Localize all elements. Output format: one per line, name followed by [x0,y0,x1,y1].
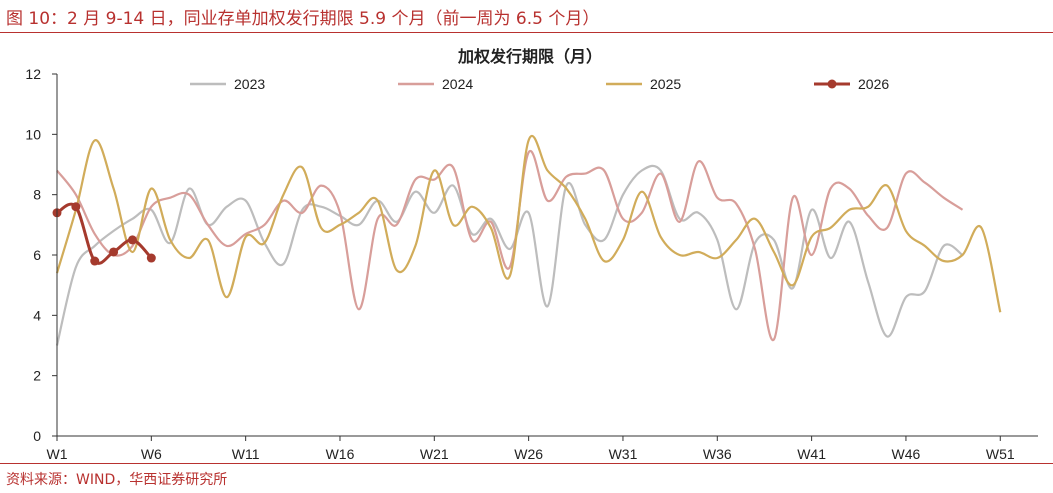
chart-legend: 2023 2024 2025 2026 [190,76,889,92]
axes-layer: 0 2 4 6 8 10 12 W1 W6 W11 W16 W21 W26 W31 W36 W41 W46 W51 [25,66,1038,462]
y-tick-label: 12 [25,66,41,82]
legend-label-2024: 2024 [442,76,473,92]
data-point-2026 [146,253,156,263]
x-tick-label: W6 [141,446,162,462]
legend-marker-2026 [827,79,837,89]
chart-title: 加权发行期限（月） [457,47,602,66]
legend-label-2025: 2025 [650,76,681,92]
x-tick-label: W26 [514,446,543,462]
x-tick-label: W16 [326,446,355,462]
legend-label-2026: 2026 [858,76,889,92]
y-tick-label: 8 [33,187,41,203]
legend-label-2023: 2023 [234,76,265,92]
bottom-divider [0,463,1053,464]
x-tick-label: W36 [703,446,732,462]
line-chart: 加权发行期限（月） 2023 2024 2025 2026 0 2 4 6 8 10 12 W1 W6… [25,47,1038,462]
y-tick-label: 6 [33,247,41,263]
data-point-2026 [71,202,81,212]
y-tick-label: 4 [33,307,41,323]
x-tick-label: W51 [986,446,1015,462]
data-point-2026 [127,235,137,245]
top-divider [0,32,1053,33]
series-line-2023 [55,164,964,346]
x-tick-label: W11 [232,446,260,462]
series-line-2025 [55,135,1002,313]
x-tick-label: W21 [420,446,449,462]
data-point-2026 [90,256,100,266]
data-point-2026 [109,247,119,257]
series-layer [52,135,1002,346]
x-tick-label: W31 [609,446,638,462]
series-line-2026 [56,202,153,265]
y-tick-label: 2 [33,368,41,384]
series-line-2024 [56,149,964,341]
x-tick-label: W1 [47,446,68,462]
y-tick-label: 10 [25,126,41,142]
source-note: 资料来源：WIND，华西证券研究所 [6,472,228,488]
y-tick-label: 0 [33,428,41,444]
x-tick-label: W46 [892,446,921,462]
x-tick-label: W41 [797,446,826,462]
figure-title: 图 10：2 月 9-14 日，同业存单加权发行期限 5.9 个月（前一周为 6… [6,9,600,29]
